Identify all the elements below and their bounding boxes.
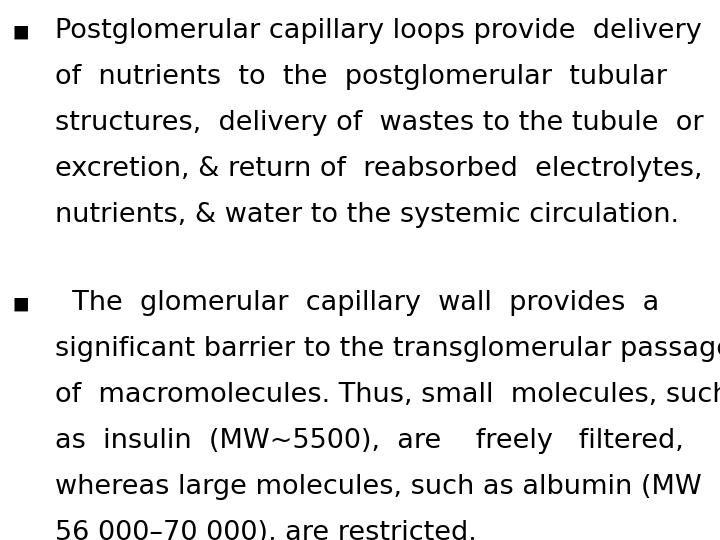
Text: excretion, & return of  reabsorbed  electrolytes,: excretion, & return of reabsorbed electr… bbox=[55, 156, 703, 182]
Text: whereas large molecules, such as albumin (MW: whereas large molecules, such as albumin… bbox=[55, 474, 702, 500]
Text: 56 000–70 000), are restricted.: 56 000–70 000), are restricted. bbox=[55, 520, 477, 540]
Text: ▪: ▪ bbox=[12, 292, 30, 318]
Text: structures,  delivery of  wastes to the tubule  or: structures, delivery of wastes to the tu… bbox=[55, 110, 703, 136]
Text: ▪: ▪ bbox=[12, 20, 30, 46]
Text: The  glomerular  capillary  wall  provides  a: The glomerular capillary wall provides a bbox=[55, 290, 660, 316]
Text: as  insulin  (MW~5500),  are    freely   filtered,: as insulin (MW~5500), are freely filtere… bbox=[55, 428, 684, 454]
Text: Postglomerular capillary loops provide  delivery: Postglomerular capillary loops provide d… bbox=[55, 18, 702, 44]
Text: nutrients, & water to the systemic circulation.: nutrients, & water to the systemic circu… bbox=[55, 202, 679, 228]
Text: of  nutrients  to  the  postglomerular  tubular: of nutrients to the postglomerular tubul… bbox=[55, 64, 667, 90]
Text: significant barrier to the transglomerular passage: significant barrier to the transglomerul… bbox=[55, 336, 720, 362]
Text: of  macromolecules. Thus, small  molecules, such: of macromolecules. Thus, small molecules… bbox=[55, 382, 720, 408]
